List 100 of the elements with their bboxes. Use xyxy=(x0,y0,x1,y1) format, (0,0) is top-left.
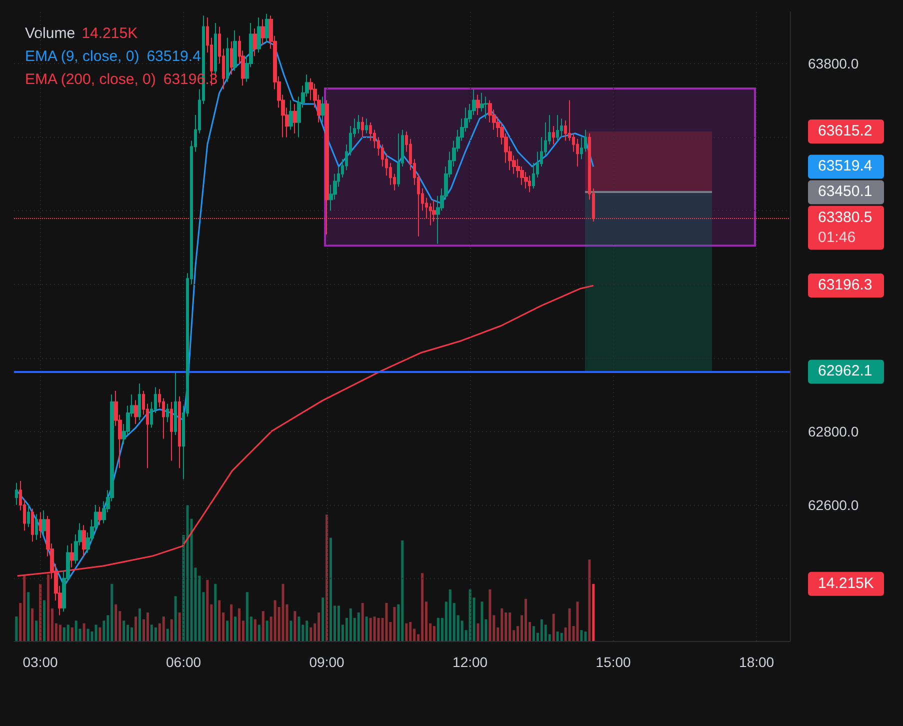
candlestick xyxy=(39,512,42,539)
bar xyxy=(508,612,512,641)
bar xyxy=(576,602,579,641)
text: EMA (200, close, 0) xyxy=(25,71,156,88)
text: 63196.3 xyxy=(818,276,872,294)
bar xyxy=(393,607,396,641)
bar xyxy=(46,574,50,641)
bar xyxy=(500,608,504,641)
bar xyxy=(476,623,480,641)
text: EMA (9, close, 0) xyxy=(25,48,140,65)
bar xyxy=(178,612,181,641)
bar xyxy=(436,618,440,641)
bar xyxy=(218,600,221,641)
bar xyxy=(369,618,372,641)
candlestick xyxy=(42,510,46,535)
bar xyxy=(401,540,404,641)
bar xyxy=(286,604,288,641)
candlestick xyxy=(556,114,559,142)
y-tick-label: 62600.0 xyxy=(808,496,859,513)
bar xyxy=(365,616,368,641)
bar xyxy=(318,612,320,641)
bar xyxy=(35,620,38,641)
annotation: 63519.4 xyxy=(146,48,201,65)
bar xyxy=(42,600,46,641)
candlestick xyxy=(233,30,237,72)
bar xyxy=(62,627,66,641)
bar xyxy=(504,612,508,641)
candlestick xyxy=(35,514,38,540)
text: 63450.1 xyxy=(818,183,872,200)
bar xyxy=(357,612,360,641)
candlestick xyxy=(560,118,563,138)
bar xyxy=(31,608,34,641)
bar xyxy=(254,619,256,641)
x-tick-label: 03:00 xyxy=(22,654,58,670)
bar xyxy=(114,604,118,641)
candlestick xyxy=(321,96,325,123)
y-tick-label: 62800.0 xyxy=(808,423,859,440)
candlestick xyxy=(484,96,488,120)
bar xyxy=(560,632,563,641)
candlestick xyxy=(98,506,102,526)
bar xyxy=(385,602,388,641)
x-tick-label: 12:00 xyxy=(452,654,488,670)
bar xyxy=(306,620,308,641)
bar xyxy=(214,584,217,641)
bar xyxy=(421,573,424,641)
line-series xyxy=(16,40,594,587)
text: 62962.1 xyxy=(818,362,872,380)
bar xyxy=(15,616,18,641)
bar xyxy=(349,608,352,641)
bar xyxy=(326,514,328,641)
candlestick xyxy=(134,400,138,424)
candlestick xyxy=(476,94,480,116)
bar xyxy=(86,628,90,641)
candlestick xyxy=(15,482,18,506)
bar xyxy=(540,619,543,641)
bar xyxy=(405,623,408,641)
bar xyxy=(266,620,268,641)
bar xyxy=(130,627,134,641)
candlestick xyxy=(397,132,400,188)
candlestick xyxy=(166,403,169,423)
bar xyxy=(262,611,264,641)
bar xyxy=(246,592,248,641)
bar xyxy=(409,622,412,641)
bar xyxy=(174,596,177,641)
text: 63380.5 xyxy=(818,208,872,226)
x-tick-label: 18:00 xyxy=(739,654,774,670)
bar xyxy=(74,620,78,641)
bar xyxy=(524,598,528,641)
x-tick-label: 09:00 xyxy=(309,654,345,670)
bar xyxy=(238,608,241,641)
bar xyxy=(480,602,484,641)
bar xyxy=(226,620,229,641)
bar xyxy=(27,592,30,641)
candlestick xyxy=(257,17,261,53)
bar xyxy=(432,626,436,641)
candlestick xyxy=(170,401,173,462)
bar xyxy=(126,624,130,641)
bar xyxy=(298,616,300,641)
candlestick xyxy=(289,100,293,130)
bar xyxy=(258,624,260,641)
bar xyxy=(274,600,276,641)
candlestick xyxy=(214,22,217,76)
candlestick xyxy=(226,37,229,82)
bar xyxy=(310,627,312,641)
bar xyxy=(70,627,74,641)
bar xyxy=(588,559,591,641)
bar xyxy=(58,624,62,641)
candlestick xyxy=(293,103,297,134)
candlestick xyxy=(178,396,181,469)
candlestick xyxy=(230,40,233,76)
text: 14.215K xyxy=(818,574,874,592)
candlestick xyxy=(70,543,74,568)
bar xyxy=(377,618,380,641)
bar xyxy=(94,624,98,641)
bar xyxy=(150,624,153,641)
bar xyxy=(23,576,26,641)
text: 63519.4 xyxy=(818,158,872,175)
bar xyxy=(568,608,571,641)
bar xyxy=(580,630,583,641)
bar xyxy=(556,631,559,641)
